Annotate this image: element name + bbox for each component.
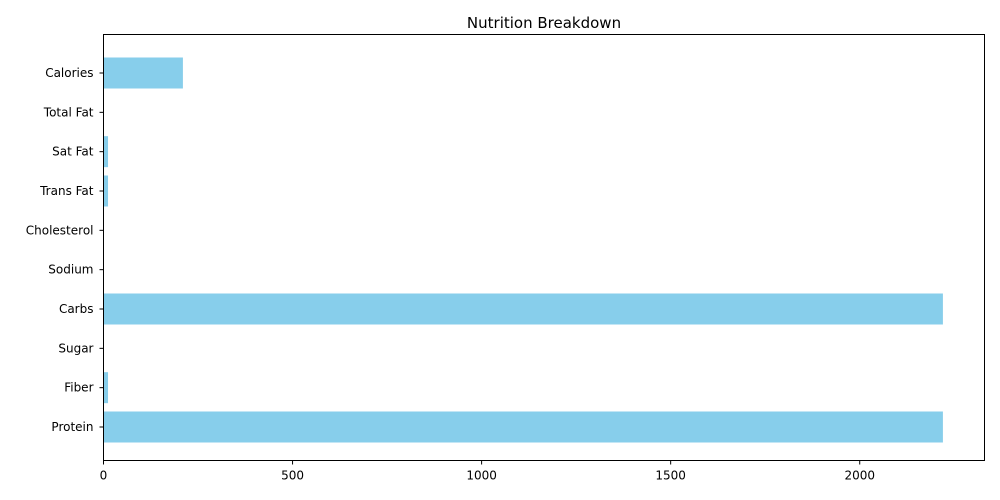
y-tick-label: Calories [45,66,93,80]
chart-title: Nutrition Breakdown [467,14,621,32]
plot-frame [103,34,985,461]
x-tick-label: 1500 [655,469,686,483]
bar-protein [103,411,943,443]
bar-sat-fat [103,136,109,168]
y-tick-label: Sodium [48,263,93,277]
y-tick-label: Carbs [59,302,94,316]
bar-fiber [103,372,109,404]
y-tick-label: Sat Fat [52,145,94,159]
y-tick-label: Fiber [64,381,93,395]
y-tick-label: Total Fat [43,105,94,119]
y-tick-label: Sugar [58,341,93,355]
y-tick-label: Cholesterol [26,223,94,237]
bars-group [103,57,943,443]
y-axis-ticks: Calories Total Fat Sat Fat Trans Fat Cholest… [26,66,104,434]
bar-trans-fat [103,175,109,207]
x-axis-ticks: 0 500 1000 1500 2000 [100,460,875,483]
x-tick-label: 2000 [844,469,875,483]
y-tick-label: Protein [51,420,93,434]
y-tick-label: Trans Fat [39,184,94,198]
x-tick-label: 500 [281,469,304,483]
x-tick-label: 1000 [466,469,497,483]
x-tick-label: 0 [100,469,108,483]
bar-carbs [103,293,943,325]
bar-calories [103,57,183,89]
